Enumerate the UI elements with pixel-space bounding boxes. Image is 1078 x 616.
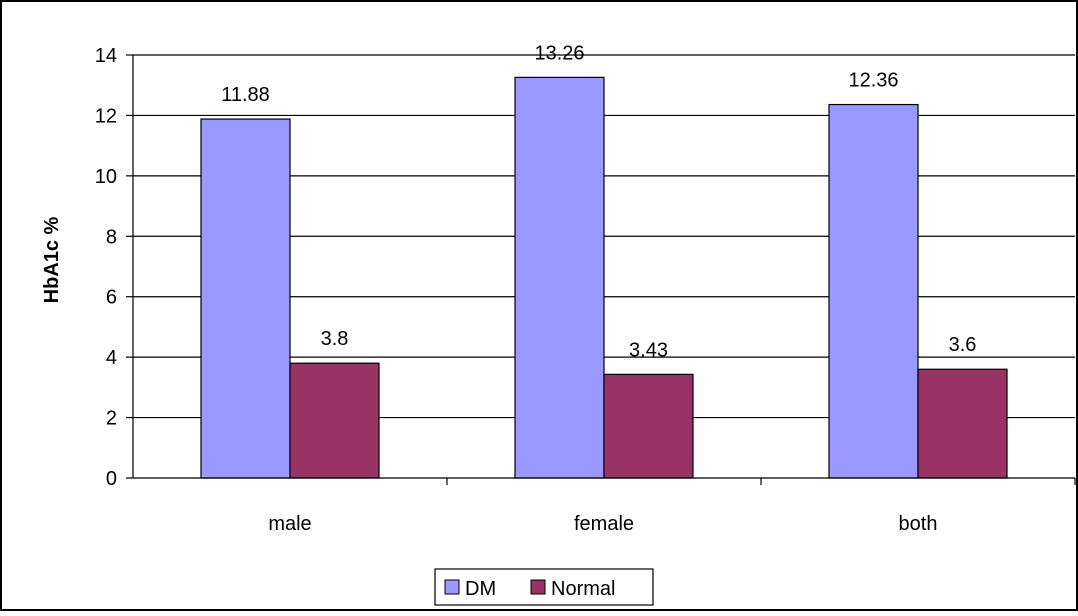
x-category-label: both [899, 513, 938, 535]
y-tick-label: 12 [95, 105, 117, 127]
y-axis-title: HbA1c % [41, 216, 63, 303]
y-tick-label: 0 [106, 468, 117, 490]
bar-normal-both [917, 368, 1008, 479]
legend: DM Normal [434, 568, 654, 606]
y-tick-label: 10 [95, 166, 117, 188]
legend-swatch-normal [530, 579, 546, 595]
bar-dm-male [200, 118, 291, 479]
data-label: 12.36 [848, 70, 898, 92]
data-label: 13.26 [534, 42, 584, 64]
bar-normal-male [289, 362, 380, 479]
data-label: 3.6 [949, 334, 977, 356]
bar-normal-female [603, 373, 694, 479]
data-labels: 11.88 3.8 13.26 3.43 12.36 3.6 [221, 42, 976, 361]
y-tick-label: 6 [106, 287, 117, 309]
y-tick-label: 14 [95, 45, 117, 67]
data-label: 3.8 [321, 328, 349, 350]
y-tick-label: 2 [106, 408, 117, 430]
data-label: 11.88 [221, 84, 270, 106]
legend-label-dm: DM [465, 578, 496, 600]
bar-dm-female [514, 76, 605, 479]
bar-dm-both [828, 103, 919, 479]
y-tick-label: 4 [106, 347, 117, 369]
legend-swatch-dm [444, 579, 460, 595]
bars [200, 76, 1008, 479]
x-category-label: male [268, 513, 311, 535]
data-label: 3.43 [629, 339, 668, 361]
x-category-label: female [574, 513, 634, 535]
legend-label-normal: Normal [551, 578, 615, 600]
axes: 0 2 4 6 8 10 12 14 male female both [95, 45, 1076, 535]
y-tick-label: 8 [106, 226, 117, 248]
